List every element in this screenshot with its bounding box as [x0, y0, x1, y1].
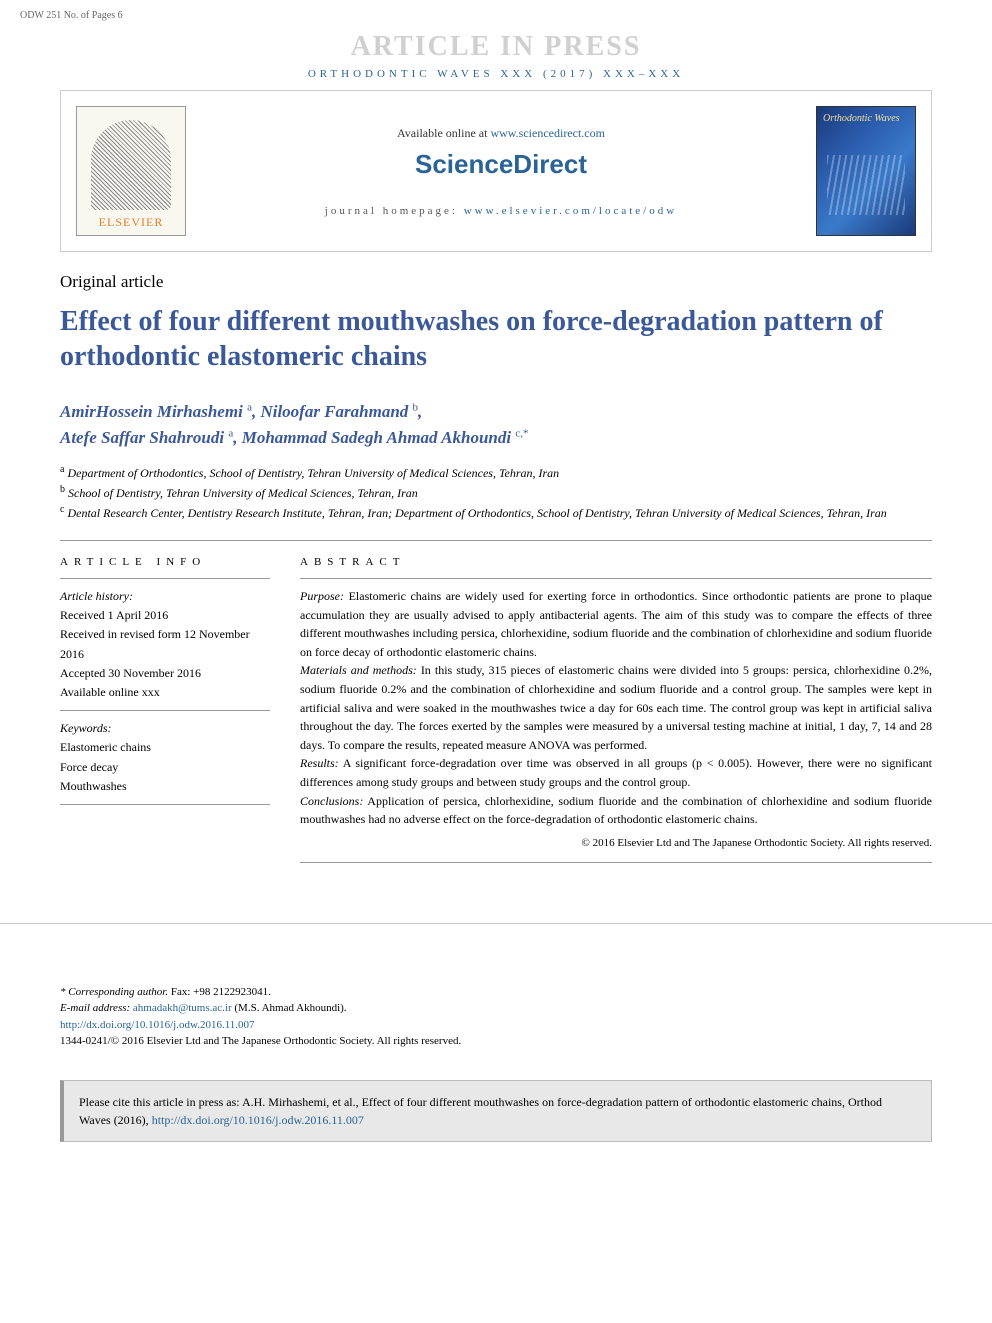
methods-label: Materials and methods: [300, 663, 417, 677]
email-line: E-mail address: ahmadakh@tums.ac.ir (M.S… [60, 1000, 932, 1017]
article-type: Original article [60, 272, 932, 292]
keywords-label: Keywords: [60, 719, 270, 738]
info-heading: ARTICLE INFO [60, 556, 270, 568]
elsevier-logo: ELSEVIER [76, 106, 186, 236]
affiliation-c: c Dental Research Center, Dentistry Rese… [60, 502, 932, 522]
purpose-label: Purpose: [300, 589, 344, 603]
sciencedirect-link[interactable]: www.sciencedirect.com [490, 126, 605, 140]
corresponding-author: * Corresponding author. Fax: +98 2122923… [60, 984, 932, 1001]
revised-date: Received in revised form 12 November 201… [60, 625, 270, 663]
doi-link[interactable]: http://dx.doi.org/10.1016/j.odw.2016.11.… [60, 1019, 255, 1031]
conclusions-label: Conclusions: [300, 794, 363, 808]
keyword: Mouthwashes [60, 777, 270, 796]
conclusions-text: Application of persica, chlorhexidine, s… [300, 794, 932, 827]
keyword: Elastomeric chains [60, 738, 270, 757]
citation-box: Please cite this article in press as: A.… [60, 1080, 932, 1142]
elsevier-text: ELSEVIER [99, 215, 164, 230]
main-content: Original article Effect of four differen… [0, 272, 992, 863]
elsevier-tree-icon [91, 120, 171, 210]
article-info-column: ARTICLE INFO Article history: Received 1… [60, 556, 270, 863]
issn-copyright: 1344-0241/© 2016 Elsevier Ltd and The Ja… [60, 1033, 932, 1050]
sciencedirect-brand: ScienceDirect [201, 149, 801, 180]
accepted-date: Accepted 30 November 2016 [60, 664, 270, 683]
affiliations: a Department of Orthodontics, School of … [60, 462, 932, 522]
purpose-text: Elastomeric chains are widely used for e… [300, 589, 932, 659]
abstract-body: Purpose: Elastomeric chains are widely u… [300, 578, 932, 863]
history-label: Article history: [60, 587, 270, 606]
watermark: ARTICLE IN PRESS [0, 31, 992, 63]
results-text: A significant force-degradation over tim… [300, 756, 932, 789]
model-info: ODW 251 No. of Pages 6 [20, 10, 123, 21]
abstract-heading: ABSTRACT [300, 556, 932, 568]
citation-doi-link[interactable]: http://dx.doi.org/10.1016/j.odw.2016.11.… [152, 1113, 364, 1127]
info-abstract-row: ARTICLE INFO Article history: Received 1… [60, 540, 932, 863]
banner-center: Available online at www.sciencedirect.co… [201, 126, 801, 217]
abstract-copyright: © 2016 Elsevier Ltd and The Japanese Ort… [300, 835, 932, 863]
authors-list: AmirHossein Mirhashemi a, Niloofar Farah… [60, 399, 932, 450]
homepage-line: journal homepage: www.elsevier.com/locat… [201, 205, 801, 217]
footer-section: * Corresponding author. Fax: +98 2122923… [0, 923, 992, 1065]
abstract-column: ABSTRACT Purpose: Elastomeric chains are… [300, 556, 932, 863]
homepage-link[interactable]: www.elsevier.com/locate/odw [464, 205, 677, 217]
journal-reference: ORTHODONTIC WAVES XXX (2017) XXX–XXX [0, 68, 992, 80]
results-label: Results: [300, 756, 339, 770]
keyword: Force decay [60, 758, 270, 777]
keywords-section: Keywords: Elastomeric chains Force decay… [60, 710, 270, 805]
email-link[interactable]: ahmadakh@tums.ac.ir [133, 1002, 232, 1014]
page-header: ODW 251 No. of Pages 6 [0, 0, 992, 26]
affiliation-b: b School of Dentistry, Tehran University… [60, 482, 932, 502]
available-online-line: Available online at www.sciencedirect.co… [201, 126, 801, 141]
article-history: Article history: Received 1 April 2016 R… [60, 578, 270, 710]
journal-cover-thumbnail: Orthodontic Waves [816, 106, 916, 236]
online-date: Available online xxx [60, 683, 270, 702]
publisher-banner: ELSEVIER Available online at www.science… [60, 90, 932, 252]
received-date: Received 1 April 2016 [60, 606, 270, 625]
affiliation-a: a Department of Orthodontics, School of … [60, 462, 932, 482]
article-title: Effect of four different mouthwashes on … [60, 304, 932, 374]
